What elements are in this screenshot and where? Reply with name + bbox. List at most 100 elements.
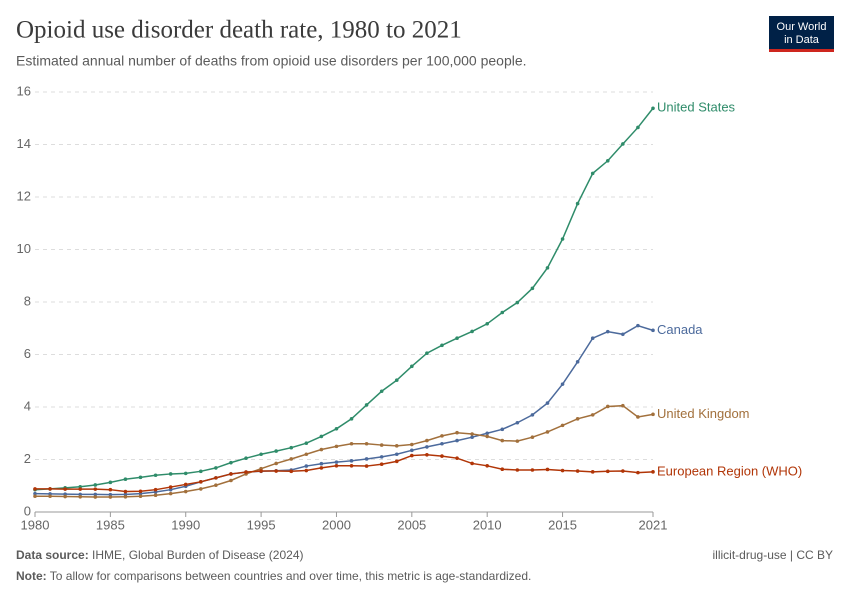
point — [530, 435, 535, 439]
point — [470, 461, 474, 466]
point — [259, 469, 263, 473]
point — [289, 469, 294, 474]
point — [364, 457, 369, 461]
point — [605, 404, 610, 409]
point — [108, 480, 113, 485]
point — [394, 444, 399, 448]
point — [78, 494, 83, 499]
point — [349, 441, 354, 446]
point — [168, 491, 173, 496]
license[interactable]: illicit-drug-use | CC BY — [713, 548, 833, 562]
y-tick-label: 12 — [17, 188, 31, 203]
point — [214, 466, 218, 470]
point — [545, 266, 550, 270]
point — [470, 432, 474, 436]
y-tick-label: 6 — [24, 346, 31, 361]
point — [425, 445, 429, 449]
point — [636, 125, 640, 130]
point — [470, 329, 474, 334]
point — [455, 438, 459, 443]
point — [319, 461, 324, 466]
point — [33, 487, 37, 491]
point — [500, 467, 505, 472]
x-tick-label: 1980 — [21, 517, 50, 532]
point — [244, 470, 248, 474]
x-tick-label: 2015 — [548, 517, 577, 532]
point — [93, 492, 98, 497]
point — [560, 237, 565, 241]
point — [153, 493, 158, 498]
point — [304, 464, 309, 468]
point — [651, 328, 655, 333]
point — [440, 343, 444, 348]
point — [153, 487, 158, 492]
point — [168, 485, 173, 489]
point — [605, 469, 610, 474]
point — [259, 452, 263, 457]
point — [410, 448, 414, 453]
chart-subtitle: Estimated annual number of deaths from o… — [16, 53, 527, 69]
point — [379, 389, 384, 394]
point — [199, 480, 203, 484]
y-tick-label: 4 — [24, 398, 31, 413]
logo[interactable]: Our World in Data — [769, 16, 834, 52]
point — [364, 441, 369, 446]
point — [636, 415, 640, 419]
point — [515, 439, 520, 443]
point — [515, 300, 520, 305]
point — [183, 482, 188, 487]
point — [500, 427, 505, 432]
point — [651, 412, 655, 417]
point — [621, 142, 625, 146]
point — [455, 336, 459, 341]
point — [214, 476, 218, 480]
point — [33, 494, 37, 499]
point — [63, 494, 67, 499]
point — [319, 434, 324, 439]
point — [48, 494, 52, 499]
point — [530, 413, 535, 417]
point — [153, 473, 158, 478]
point — [440, 441, 444, 446]
point — [621, 469, 625, 473]
point — [168, 487, 173, 492]
point — [334, 460, 339, 464]
point — [515, 468, 520, 472]
source-text[interactable]: IHME, Global Burden of Disease (2024) — [92, 548, 303, 562]
note: Note: To allow for comparisons between c… — [16, 569, 531, 583]
point — [274, 469, 278, 473]
x-tick-label: 2005 — [397, 517, 426, 532]
point — [575, 201, 580, 206]
point — [651, 106, 655, 111]
point — [425, 438, 429, 443]
point — [229, 472, 233, 476]
point — [636, 470, 640, 475]
point — [545, 467, 550, 472]
point — [379, 462, 384, 467]
point — [410, 442, 414, 447]
point — [394, 378, 399, 383]
point — [590, 413, 595, 417]
point — [168, 472, 173, 476]
point — [379, 443, 384, 447]
point — [304, 468, 309, 473]
point — [485, 431, 489, 436]
point — [229, 460, 233, 465]
point — [108, 487, 113, 492]
x-tick-label: 2021 — [639, 517, 668, 532]
point — [304, 441, 309, 446]
point — [183, 489, 188, 494]
point — [349, 464, 354, 468]
y-tick-label: 8 — [24, 293, 31, 308]
point — [440, 454, 444, 458]
point — [394, 459, 399, 464]
point — [319, 466, 324, 470]
point — [138, 494, 143, 499]
point — [78, 487, 83, 491]
point — [304, 452, 309, 457]
point — [214, 483, 218, 488]
point — [93, 487, 98, 491]
point — [485, 434, 489, 439]
point — [349, 459, 354, 463]
point — [229, 478, 233, 483]
